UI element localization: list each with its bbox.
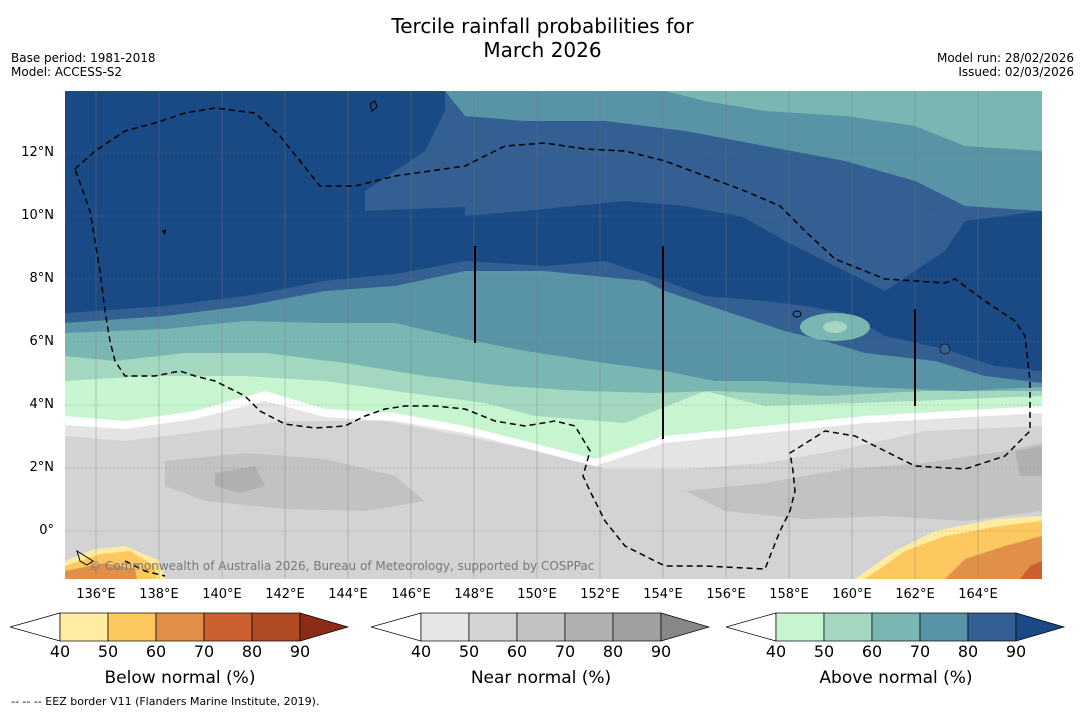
colorbar-below-swatch-60-70 <box>155 612 205 642</box>
colorbar-near-swatch-80-90 <box>612 612 662 642</box>
zone-near-70-east <box>1015 446 1042 476</box>
colorbar-near-tick-60: 60 <box>506 642 528 661</box>
lon-label-148e: 148°E <box>454 587 494 602</box>
island-outline-1 <box>369 100 378 112</box>
colorbar-above-swatch-40-50 <box>775 612 825 642</box>
colorbar-near-tick-40: 40 <box>410 642 432 661</box>
model-name: Model: ACCESS-S2 <box>11 65 123 79</box>
lat-label-12n: 12°N <box>21 145 54 160</box>
meta-left: Base period: 1981-2018 Model: ACCESS-S2 <box>11 51 156 79</box>
zone-near-70 <box>215 466 265 493</box>
lon-label-140e: 140°E <box>202 587 242 602</box>
colorbar-near-title: Near normal (%) <box>470 668 612 688</box>
lon-label-150e: 150°E <box>517 587 557 602</box>
colorbar-near-low-arrow <box>371 612 422 642</box>
colorbar-below-swatch-50-60 <box>107 612 157 642</box>
colorbar-below-tick-70: 70 <box>193 642 215 661</box>
lon-label-152e: 152°E <box>580 587 620 602</box>
colorbar-near-swatch-70-80 <box>564 612 614 642</box>
title-line-1: Tercile rainfall probabilities for <box>391 14 694 38</box>
map-title: Tercile rainfall probabilities for March… <box>0 14 1085 62</box>
zone-white-band <box>65 391 1042 466</box>
colorbar-above-tick-40: 40 <box>765 642 787 661</box>
eez-border-south <box>124 560 166 577</box>
colorbar-above-tick-80: 80 <box>957 642 979 661</box>
zone-near-60-east <box>685 443 1042 521</box>
lon-label-144e: 144°E <box>328 587 368 602</box>
colorbar-below-low-arrow <box>10 612 61 642</box>
eez-border-palau-fsm <box>74 107 1031 570</box>
colorbar-near-swatch-60-70 <box>516 612 566 642</box>
colorbar-above-tick-60: 60 <box>861 642 883 661</box>
colorbar-above <box>726 612 1066 642</box>
zone-patch-160e-inner <box>823 321 847 333</box>
colorbar-above-high-arrow <box>1015 612 1066 642</box>
colorbar-near-swatch-40-50 <box>420 612 470 642</box>
lat-label-0: 0° <box>39 523 54 538</box>
island-outline-3 <box>939 343 951 355</box>
lat-label-6n: 6°N <box>29 334 55 349</box>
title-line-2: March 2026 <box>483 38 602 62</box>
colorbar-near-swatch-50-60 <box>468 612 518 642</box>
model-run: Model run: 28/02/2026 <box>936 51 1074 65</box>
colorbar-below-swatch-80-90 <box>251 612 301 642</box>
rainfall-map: © Commonwealth of Australia 2026, Bureau… <box>65 91 1042 579</box>
zone-below-60-west <box>65 563 137 579</box>
zone-pale-north-2 <box>665 91 1042 151</box>
colorbar-near-tick-80: 80 <box>602 642 624 661</box>
base-period: Base period: 1981-2018 <box>11 51 156 65</box>
lon-label-160e: 160°E <box>832 587 872 602</box>
colorbar-above-swatch-60-70 <box>871 612 921 642</box>
zone-pale-north-3 <box>465 131 945 251</box>
island-outline-4 <box>162 229 166 235</box>
lat-label-2n: 2°N <box>29 460 55 475</box>
lon-label-162e: 162°E <box>895 587 935 602</box>
lon-label-164e: 164°E <box>958 587 998 602</box>
zone-below-60-east <box>945 536 1042 579</box>
lon-label-136e: 136°E <box>76 587 116 602</box>
colorbar-above-tick-90: 90 <box>1005 642 1027 661</box>
colorbar-above-swatch-70-80 <box>919 612 969 642</box>
colorbar-below-tick-90: 90 <box>289 642 311 661</box>
lat-label-4n: 4°N <box>29 397 55 412</box>
lon-label-156e: 156°E <box>706 587 746 602</box>
colorbar-above-swatch-50-60 <box>823 612 873 642</box>
lat-label-8n: 8°N <box>29 271 55 286</box>
lat-label-10n: 10°N <box>21 208 54 223</box>
zone-near-60 <box>165 453 425 511</box>
colorbar-below-swatch-40-50 <box>59 612 109 642</box>
colorbar-below-tick-50: 50 <box>97 642 119 661</box>
meta-right: Model run: 28/02/2026 Issued: 02/03/2026 <box>937 51 1074 79</box>
colorbar-above-low-arrow <box>726 612 777 642</box>
colorbar-below-tick-40: 40 <box>49 642 71 661</box>
colorbar-near-tick-70: 70 <box>554 642 576 661</box>
colorbar-below-tick-60: 60 <box>145 642 167 661</box>
zone-above-90 <box>65 91 1042 371</box>
colorbar-below <box>10 612 350 642</box>
colorbar-below-title: Below normal (%) <box>104 668 256 688</box>
colorbar-near <box>371 612 711 642</box>
lon-label-154e: 154°E <box>643 587 683 602</box>
colorbar-below-tick-80: 80 <box>241 642 263 661</box>
colorbar-near-tick-50: 50 <box>458 642 480 661</box>
colorbar-above-tick-50: 50 <box>813 642 835 661</box>
colorbar-above-swatch-80-90 <box>967 612 1017 642</box>
eez-footnote: -- -- -- EEZ border V11 (Flanders Marine… <box>11 695 320 708</box>
lon-label-158e: 158°E <box>769 587 809 602</box>
issued-date: Issued: 02/03/2026 <box>958 65 1074 79</box>
lon-label-146e: 146°E <box>391 587 431 602</box>
lon-label-138e: 138°E <box>139 587 179 602</box>
colorbar-below-swatch-70-80 <box>203 612 253 642</box>
colorbar-above-title: Above normal (%) <box>819 668 973 688</box>
zone-below-70-east <box>1020 561 1042 579</box>
colorbar-near-high-arrow <box>660 612 711 642</box>
colorbar-above-tick-70: 70 <box>909 642 931 661</box>
lon-label-142e: 142°E <box>265 587 305 602</box>
island-outline-5 <box>76 549 94 566</box>
colorbar-below-high-arrow <box>299 612 350 642</box>
island-outline-2 <box>792 310 802 318</box>
map-copyright: © Commonwealth of Australia 2026, Bureau… <box>89 559 594 573</box>
colorbar-near-tick-90: 90 <box>650 642 672 661</box>
